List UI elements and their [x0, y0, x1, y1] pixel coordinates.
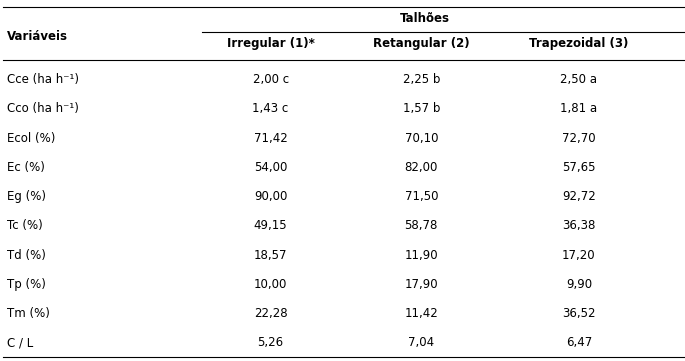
Text: Cco (ha h⁻¹): Cco (ha h⁻¹)	[7, 102, 79, 116]
Text: 57,65: 57,65	[562, 161, 595, 174]
Text: Retangular (2): Retangular (2)	[373, 37, 470, 50]
Text: 6,47: 6,47	[566, 336, 592, 349]
Text: 2,50 a: 2,50 a	[560, 73, 597, 86]
Text: Ecol (%): Ecol (%)	[7, 131, 55, 145]
Text: 7,04: 7,04	[408, 336, 434, 349]
Text: 82,00: 82,00	[405, 161, 438, 174]
Text: Trapezoidal (3): Trapezoidal (3)	[529, 37, 629, 50]
Text: Eg (%): Eg (%)	[7, 190, 46, 203]
Text: 36,38: 36,38	[562, 219, 595, 232]
Text: 58,78: 58,78	[405, 219, 438, 232]
Text: Variáveis: Variáveis	[7, 30, 68, 43]
Text: 1,43 c: 1,43 c	[253, 102, 288, 116]
Text: 1,57 b: 1,57 b	[403, 102, 440, 116]
Text: 36,52: 36,52	[562, 307, 595, 320]
Text: Cce (ha h⁻¹): Cce (ha h⁻¹)	[7, 73, 79, 86]
Text: Irregular (1)*: Irregular (1)*	[227, 37, 314, 50]
Text: 72,70: 72,70	[562, 131, 596, 145]
Text: 71,42: 71,42	[253, 131, 288, 145]
Text: 2,00 c: 2,00 c	[253, 73, 288, 86]
Text: 10,00: 10,00	[254, 278, 287, 291]
Point	[680, 30, 685, 35]
Text: 11,90: 11,90	[404, 248, 438, 262]
Text: Tp (%): Tp (%)	[7, 278, 46, 291]
Text: 70,10: 70,10	[405, 131, 438, 145]
Text: Tm (%): Tm (%)	[7, 307, 50, 320]
Text: 1,81 a: 1,81 a	[560, 102, 597, 116]
Text: 5,26: 5,26	[258, 336, 284, 349]
Text: 92,72: 92,72	[562, 190, 596, 203]
Text: 17,90: 17,90	[404, 278, 438, 291]
Text: Tc (%): Tc (%)	[7, 219, 42, 232]
Text: 90,00: 90,00	[254, 190, 287, 203]
Text: 22,28: 22,28	[253, 307, 288, 320]
Text: 54,00: 54,00	[254, 161, 287, 174]
Text: Td (%): Td (%)	[7, 248, 46, 262]
Text: 49,15: 49,15	[253, 219, 288, 232]
Text: 71,50: 71,50	[405, 190, 438, 203]
Text: C / L: C / L	[7, 336, 33, 349]
Text: Ec (%): Ec (%)	[7, 161, 45, 174]
Text: Talhões: Talhões	[400, 12, 449, 25]
Text: 18,57: 18,57	[254, 248, 287, 262]
Text: 9,90: 9,90	[566, 278, 592, 291]
Text: 11,42: 11,42	[404, 307, 438, 320]
Text: 2,25 b: 2,25 b	[403, 73, 440, 86]
Point	[198, 30, 206, 35]
Text: 17,20: 17,20	[562, 248, 596, 262]
